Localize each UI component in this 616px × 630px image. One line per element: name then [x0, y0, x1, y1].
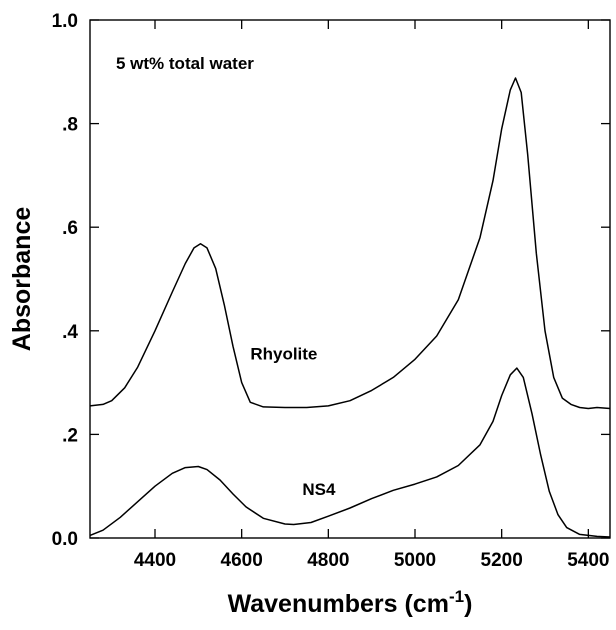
- y-tick-label: .8: [62, 115, 78, 136]
- x-tick-label: 5000: [394, 550, 436, 571]
- y-tick-label: .6: [62, 218, 78, 239]
- x-axis-title-close: ): [464, 590, 472, 618]
- annotations: 5 wt% total water Rhyolite NS4: [116, 54, 336, 499]
- series-line-rhyolite: [89, 77, 611, 410]
- x-tick-label: 4600: [221, 550, 263, 571]
- x-axis-title-superscript: -1: [449, 587, 464, 606]
- x-tick-label: 5200: [481, 550, 523, 571]
- series-line-ns4: [89, 367, 611, 538]
- y-tick-label: .4: [62, 322, 78, 343]
- plot-frame: [89, 19, 611, 539]
- y-tick-label: .2: [62, 425, 78, 446]
- y-tick-label: 1.0: [52, 11, 78, 32]
- x-axis-ticks: 4400 4600 4800 5000 5200 5400: [134, 20, 609, 571]
- annotation-label: 5 wt% total water: [116, 54, 254, 73]
- x-axis-title-main: Wavenumbers (cm: [228, 590, 449, 618]
- x-tick-label: 5400: [567, 550, 609, 571]
- x-tick-label: 4400: [134, 550, 176, 571]
- annotation-label: Rhyolite: [250, 344, 317, 363]
- y-axis-title: Absorbance: [8, 207, 36, 352]
- annotation-label: NS4: [302, 480, 336, 499]
- series-lines: [89, 77, 611, 538]
- y-tick-label: 0.0: [52, 529, 78, 550]
- y-axis-ticks: 0.0 .2 .4 .6 .8 1.0: [52, 11, 610, 550]
- x-axis-title: Wavenumbers (cm-1): [228, 587, 473, 618]
- x-tick-label: 4800: [307, 550, 349, 571]
